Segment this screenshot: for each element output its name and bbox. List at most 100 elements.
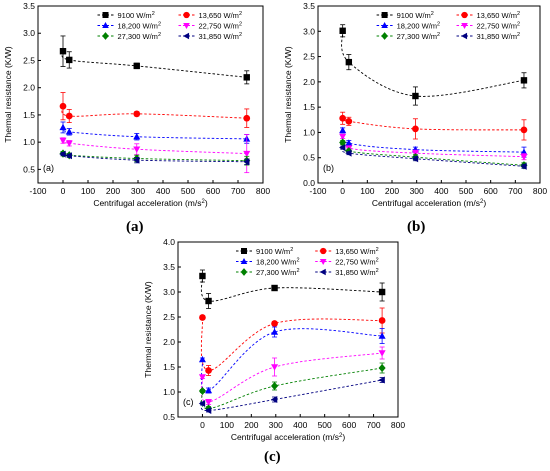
legend-marker: [102, 32, 109, 40]
x-tick-label: 300: [269, 420, 283, 430]
x-tick-label: 200: [106, 186, 120, 196]
plot-frame: [317, 5, 541, 184]
data-point: [243, 74, 250, 81]
y-tick-label: 2.5: [303, 52, 315, 62]
data-point: [411, 155, 419, 163]
caption-c: (c): [264, 449, 281, 465]
x-axis-label: Centrifugal acceleration (m/s2): [93, 198, 208, 208]
series-3: [339, 133, 528, 161]
legend-label: 9100 W/m2: [256, 247, 293, 256]
y-tick-label: 2.0: [23, 83, 35, 93]
series-0: [339, 24, 528, 106]
x-axis-label: Centrifugal acceleration (m/s2): [372, 198, 487, 208]
data-point: [133, 133, 141, 140]
legend-label: 18,200 W/m2: [397, 22, 441, 31]
data-point: [378, 363, 386, 373]
legend: 9100 W/m2 13,650 W/m2 18,200 W/m2 22,750 W/…: [97, 11, 243, 41]
data-point: [412, 92, 419, 100]
data-point: [133, 62, 140, 70]
legend-label: 31,850 W/m2: [477, 32, 521, 41]
data-point: [243, 114, 251, 122]
y-tick-label: 3.0: [23, 28, 35, 38]
series-line: [200, 367, 383, 409]
legend: 9100 W/m2 13,650 W/m2 18,200 W/m2 22,750 W/…: [236, 247, 379, 277]
x-tick-label: 400: [156, 186, 170, 196]
chart-panel-2: 0 100 200 300 400 500 600 700 800 0.5 1.0 1.5 2.0 2.5…: [143, 237, 405, 442]
legend-marker: [381, 22, 388, 29]
chart-panel-0: -100 0 100 200 300 400 500 600 700 800 0.5 1.0 1.5 2.…: [3, 1, 270, 208]
legend-label: 18,200 W/m2: [256, 258, 300, 267]
data-point: [65, 152, 72, 160]
legend: 9100 W/m2 13,650 W/m2 18,200 W/m2 22,750 W/…: [376, 11, 521, 41]
x-tick-label: 400: [293, 420, 307, 430]
data-point: [66, 56, 73, 64]
y-tick-label: 0.5: [163, 412, 175, 422]
x-tick-label: 100: [81, 186, 95, 196]
caption-b: (b): [407, 219, 426, 235]
data-point: [133, 156, 140, 164]
x-tick-label: 600: [484, 186, 498, 196]
x-tick-label: 800: [533, 186, 547, 196]
legend-label: 22,750 W/m2: [477, 22, 521, 31]
x-tick-label: 200: [385, 186, 399, 196]
data-point: [59, 123, 67, 131]
y-tick-label: 1.0: [163, 387, 175, 397]
series-1: [59, 92, 251, 128]
y-tick-label: 3.5: [23, 1, 35, 11]
x-tick-label: 400: [434, 186, 448, 196]
legend-label: 22,750 W/m2: [335, 258, 379, 267]
data-point: [243, 158, 250, 166]
x-tick-label: 0: [340, 186, 345, 196]
data-point: [339, 126, 347, 134]
y-axis-label: Thermal resistance (K/W): [143, 281, 153, 378]
legend-marker: [319, 258, 327, 265]
y-tick-label: 0.5: [23, 164, 35, 174]
plot-frame: [177, 241, 399, 418]
plot-frame: [37, 5, 264, 184]
x-tick-label: 700: [366, 420, 380, 430]
series-line: [61, 140, 247, 155]
legend-label: 18,200 W/m2: [118, 22, 162, 31]
data-point: [271, 284, 278, 292]
x-tick-label: 500: [318, 420, 332, 430]
data-point: [270, 395, 278, 404]
y-tick-label: 4.0: [163, 237, 175, 247]
series-line: [341, 147, 524, 167]
data-point: [520, 126, 528, 134]
data-point: [198, 355, 206, 363]
series-line: [341, 130, 524, 153]
data-point: [412, 125, 419, 133]
legend-marker: [320, 247, 327, 255]
data-point: [271, 381, 279, 391]
y-tick-label: 0.0: [303, 178, 315, 188]
legend-marker: [461, 22, 468, 29]
data-point: [378, 317, 386, 324]
series-0: [199, 269, 386, 309]
legend-marker: [240, 258, 248, 265]
data-point: [133, 110, 141, 118]
y-tick-label: 3.5: [163, 262, 175, 272]
data-point: [345, 117, 353, 125]
data-point: [205, 367, 212, 374]
legend-label: 22,750 W/m2: [199, 22, 243, 31]
data-point: [339, 27, 346, 34]
y-tick-label: 2.0: [303, 77, 315, 87]
x-tick-label: 700: [508, 186, 522, 196]
data-point: [271, 320, 278, 327]
x-tick-label: 0: [200, 420, 205, 430]
y-tick-label: 1.5: [163, 362, 175, 372]
x-tick-label: 200: [244, 420, 258, 430]
x-tick-label: -100: [29, 186, 46, 196]
chart-panel-1: -100 0 100 200 300 400 500 600 700 800 0.0 0.5 1.0 1.…: [283, 1, 547, 208]
x-tick-label: -100: [309, 186, 326, 196]
series-line: [341, 30, 525, 97]
series-0: [59, 35, 250, 85]
legend-label: 27,300 W/m2: [256, 268, 300, 277]
legend-label: 13,650 W/m2: [335, 247, 379, 256]
series-line: [61, 105, 247, 119]
x-tick-label: 600: [342, 420, 356, 430]
panel-label: (a): [43, 163, 54, 173]
legend-marker: [102, 12, 109, 18]
legend-label: 27,300 W/m2: [397, 32, 441, 41]
